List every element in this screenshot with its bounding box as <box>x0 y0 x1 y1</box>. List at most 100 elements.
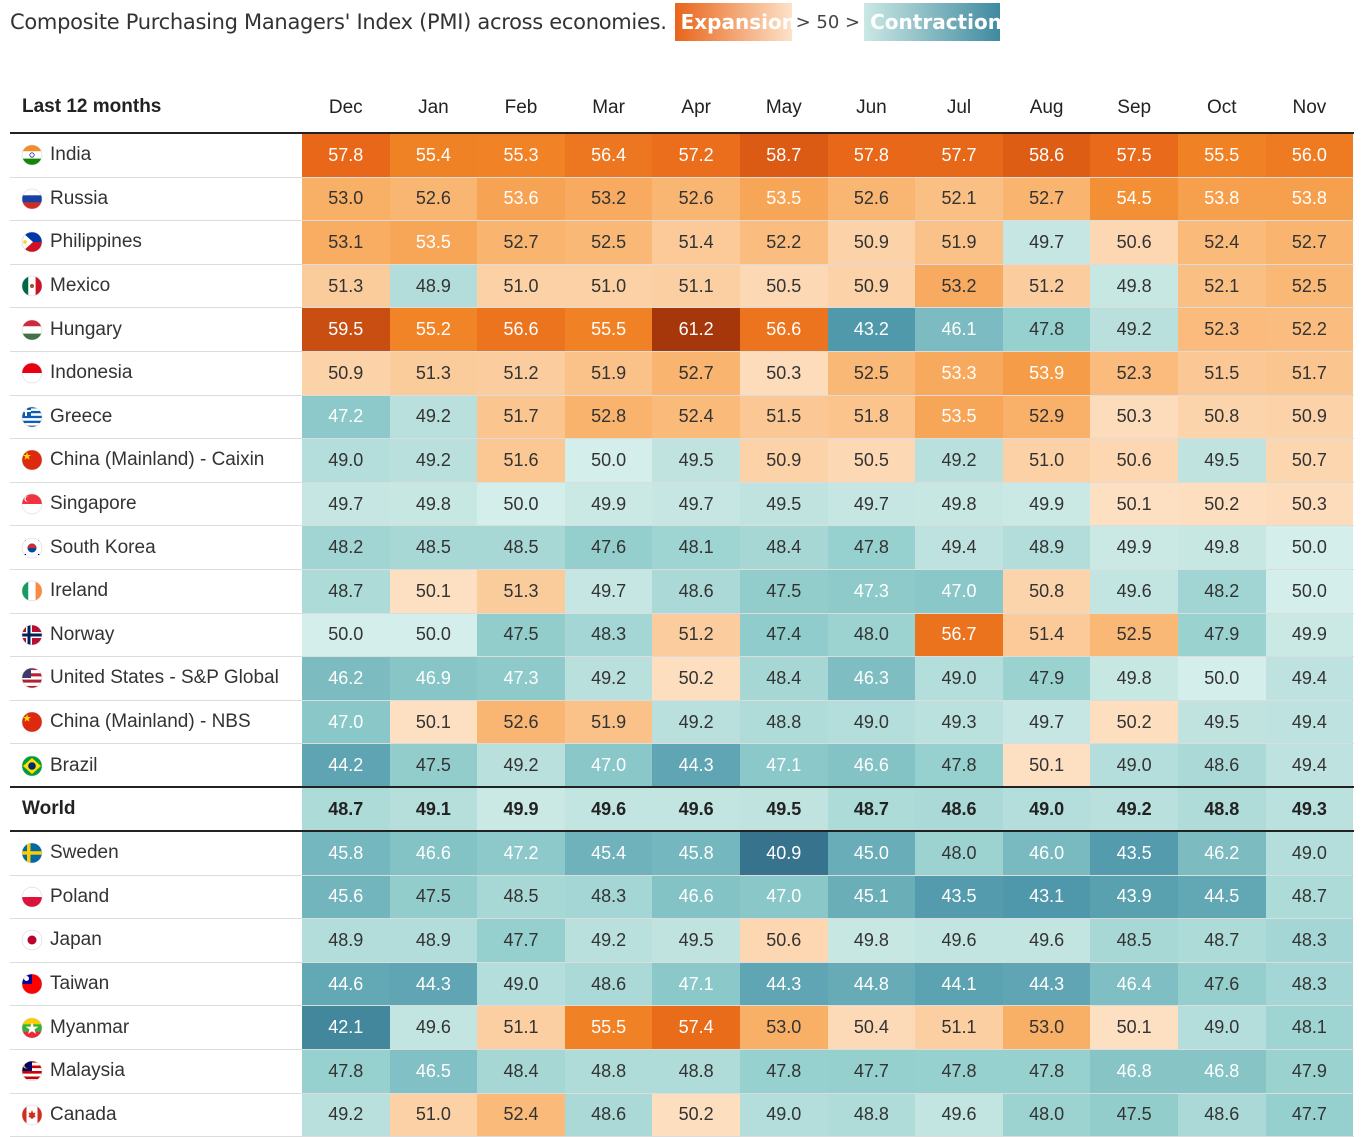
table-row-japan: Japan 48.9 48.9 47.7 49.2 49.5 50.6 49.8 49.6 49.… <box>10 919 1354 963</box>
heatmap-cell-jun: 43.2 <box>827 308 916 351</box>
country-cell: Norway <box>10 614 302 657</box>
flag-cn-icon <box>21 711 43 733</box>
heatmap-cell-feb: 48.5 <box>477 526 565 569</box>
heatmap-cell-dec: 49.2 <box>302 1093 390 1137</box>
heatmap-cell-may: 53.5 <box>740 177 828 221</box>
heatmap-cell-dec: 47.8 <box>302 1050 390 1093</box>
heatmap-cell-sep: 57.5 <box>1090 134 1178 177</box>
heatmap-cell-feb: 47.5 <box>477 613 565 657</box>
heatmap-cell-jun: 50.4 <box>827 1006 916 1049</box>
heatmap-cell-apr: 57.4 <box>652 1006 740 1049</box>
heatmap-cell-nov: 48.3 <box>1265 962 1354 1006</box>
heatmap-cell-apr: 50.2 <box>652 657 740 700</box>
heatmap-cell-jul: 49.4 <box>915 526 1003 569</box>
heatmap-cell-mar: 47.6 <box>564 526 653 569</box>
heatmap-cell-jun: 46.6 <box>827 744 916 787</box>
country-cell: South Korea <box>10 526 302 569</box>
heatmap-cell-feb: 52.6 <box>477 700 565 744</box>
heatmap-cell-sep: 47.5 <box>1090 1093 1178 1137</box>
heatmap-cell-oct: 49.5 <box>1178 439 1266 482</box>
heatmap-cell-feb: 51.3 <box>477 570 565 613</box>
heatmap-cell-nov: 50.3 <box>1265 482 1354 526</box>
heatmap-cell-jun: 45.0 <box>827 832 916 875</box>
country-name: India <box>50 144 92 166</box>
country-cell: Sweden <box>10 832 302 875</box>
country-name: China (Mainland) - Caixin <box>50 449 265 471</box>
heatmap-cell-feb: 51.2 <box>477 352 565 395</box>
heatmap-cell-nov: 49.0 <box>1265 832 1354 875</box>
heatmap-cell-mar: 49.2 <box>564 657 653 700</box>
world-cell-sep: 49.2 <box>1090 788 1178 830</box>
world-cell-jun: 48.7 <box>827 788 916 830</box>
country-cell: Poland <box>10 876 302 919</box>
country-cell: Russia <box>10 178 302 221</box>
heatmap-cell-dec: 50.9 <box>302 352 390 395</box>
heatmap-cell-feb: 55.3 <box>477 134 565 177</box>
country-name: Hungary <box>50 318 122 340</box>
heatmap-cell-jul: 47.8 <box>915 744 1003 787</box>
heatmap-cell-feb: 51.1 <box>477 1006 565 1049</box>
heatmap-cell-nov: 52.2 <box>1265 308 1354 351</box>
country-cell: India <box>10 134 302 177</box>
heatmap-cell-jan: 51.3 <box>389 352 478 395</box>
heatmap-cell-sep: 43.9 <box>1090 875 1178 919</box>
heatmap-cell-jun: 57.8 <box>827 134 916 177</box>
heatmap-cell-feb: 56.6 <box>477 308 565 351</box>
heatmap-cell-jan: 49.6 <box>389 1006 478 1049</box>
heatmap-cell-may: 56.6 <box>740 308 828 351</box>
heatmap-cell-jan: 46.6 <box>389 832 478 875</box>
heatmap-cell-jan: 51.0 <box>389 1093 478 1137</box>
heatmap-cell-dec: 46.2 <box>302 657 390 700</box>
month-label-nov: Nov <box>1292 97 1327 118</box>
heatmap-cell-dec: 50.0 <box>302 613 390 657</box>
country-cell: Philippines <box>10 221 302 264</box>
heatmap-cell-jan: 52.6 <box>389 177 478 221</box>
heatmap-cell-jul: 57.7 <box>915 134 1003 177</box>
heatmap-cell-oct: 50.2 <box>1178 482 1266 526</box>
heatmap-cell-apr: 48.6 <box>652 570 740 613</box>
heatmap-cell-nov: 47.7 <box>1265 1093 1354 1137</box>
flag-jp-icon <box>21 929 43 951</box>
heatmap-cell-feb: 47.2 <box>477 832 565 875</box>
country-cell: Hungary <box>10 308 302 351</box>
heatmap-cell-may: 49.0 <box>740 1093 828 1137</box>
heatmap-cell-aug: 44.3 <box>1002 962 1091 1006</box>
heatmap-cell-aug: 47.9 <box>1002 657 1091 700</box>
heatmap-cell-may: 47.8 <box>740 1050 828 1093</box>
heatmap-cell-feb: 48.4 <box>477 1050 565 1093</box>
heatmap-cell-apr: 51.1 <box>652 264 740 308</box>
heatmap-cell-jun: 47.8 <box>827 526 916 569</box>
heatmap-cell-dec: 49.7 <box>302 482 390 526</box>
heatmap-cell-may: 48.4 <box>740 526 828 569</box>
table-row-canada: Canada 49.2 51.0 52.4 48.6 50.2 49.0 48.8 49.6 48… <box>10 1093 1354 1137</box>
heatmap-cell-apr: 44.3 <box>652 744 740 787</box>
heatmap-cell-jul: 56.7 <box>915 613 1003 657</box>
world-label: World <box>22 798 76 819</box>
heatmap-cell-jul: 51.9 <box>915 221 1003 264</box>
heatmap-cell-oct: 48.2 <box>1178 570 1266 613</box>
heatmap-cell-may: 47.5 <box>740 570 828 613</box>
month-label-apr: Apr <box>681 97 711 118</box>
country-name: Canada <box>50 1103 117 1125</box>
heatmap-cell-oct: 46.2 <box>1178 832 1266 875</box>
heatmap-cell-nov: 51.7 <box>1265 352 1354 395</box>
flag-ru-icon <box>21 188 43 210</box>
heatmap-cell-sep: 49.8 <box>1090 657 1178 700</box>
heatmap-cell-jul: 53.5 <box>915 395 1003 439</box>
heatmap-cell-oct: 50.8 <box>1178 395 1266 439</box>
world-cell-may: 49.5 <box>740 788 828 830</box>
heatmap-cell-may: 47.1 <box>740 744 828 787</box>
heatmap-cell-may: 50.9 <box>740 439 828 482</box>
heatmap-cell-dec: 57.8 <box>302 134 390 177</box>
heatmap-cell-dec: 53.1 <box>302 221 390 264</box>
heatmap-cell-feb: 47.7 <box>477 919 565 962</box>
heatmap-cell-mar: 56.4 <box>564 134 653 177</box>
table-row-united-states-s-p-global: United States - S&P Global 46.2 46.9 47.3 49… <box>10 657 1354 701</box>
heatmap-cell-oct: 47.6 <box>1178 962 1266 1006</box>
heatmap-cell-apr: 50.2 <box>652 1093 740 1137</box>
flag-in-icon <box>21 144 43 166</box>
heatmap-cell-mar: 45.4 <box>564 832 653 875</box>
heatmap-cell-jan: 44.3 <box>389 962 478 1006</box>
heatmap-cell-jul: 47.8 <box>915 1050 1003 1093</box>
flag-my-icon <box>21 1060 43 1082</box>
